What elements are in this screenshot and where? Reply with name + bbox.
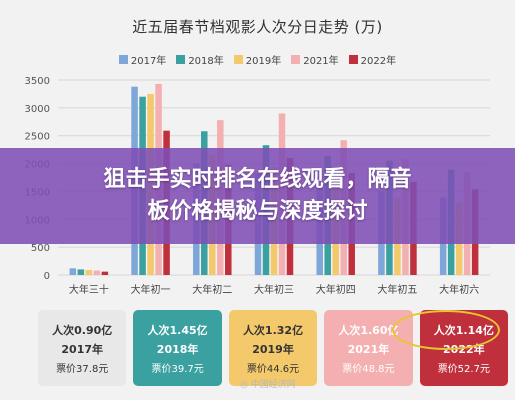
legend-item: 2021年 — [291, 52, 339, 67]
chart-title: 近五届春节档观影人次分日走势 (万) — [132, 18, 383, 36]
bar — [101, 271, 109, 275]
legend-item: 2019年 — [233, 52, 282, 67]
card-line3: 票价37.8元 — [56, 363, 109, 375]
legend-item: 2018年 — [176, 52, 224, 67]
banner-line-2: 板价格揭秘与深度探讨 — [147, 199, 368, 224]
legend-item: 2017年 — [118, 52, 167, 67]
watermark: ◎ 中国经济网 — [240, 380, 296, 390]
legend-swatch — [233, 55, 243, 64]
legend-item: 2022年 — [348, 52, 397, 67]
summary-card: 人次1.32亿 2019年票价44.6元 — [228, 310, 318, 386]
legend-swatch — [348, 55, 358, 64]
legend-swatch — [118, 55, 128, 64]
bar — [69, 268, 77, 275]
y-tick-label: 2500 — [25, 132, 50, 143]
legend-label: 2022年 — [360, 56, 397, 67]
bar — [77, 269, 85, 275]
card-year: 2017年 — [61, 342, 104, 356]
y-tick-label: 3500 — [25, 76, 50, 87]
x-tick-label: 大年初四 — [316, 283, 356, 296]
x-tick-label: 大年初一 — [131, 283, 171, 296]
x-tick-label: 大年三十 — [69, 283, 109, 296]
legend-swatch — [291, 55, 301, 64]
highlight-ring — [392, 310, 500, 350]
y-tick-label: 3000 — [25, 104, 50, 115]
y-tick-label: 0 — [44, 271, 50, 282]
legend-swatch — [176, 55, 186, 64]
bar — [93, 270, 101, 275]
card-line1: 人次1.60亿 — [338, 323, 399, 337]
legend-label: 2021年 — [303, 56, 339, 67]
overlay-banner: 狙击手实时排名在线观看，隔音 板价格揭秘与深度探讨 — [0, 148, 515, 244]
legend-label: 2018年 — [188, 56, 224, 67]
card-line3: 票价48.8元 — [342, 363, 395, 375]
card-year: 2018年 — [156, 342, 199, 356]
x-tick-label: 大年初六 — [439, 283, 479, 296]
card-year: 2021年 — [347, 342, 390, 356]
y-tick-label: 500 — [31, 243, 50, 254]
card-year: 2019年 — [252, 342, 294, 356]
legend-label: 2017年 — [130, 56, 167, 67]
legend-label: 2019年 — [245, 56, 282, 67]
card-line3: 票价52.7元 — [437, 363, 490, 375]
summary-card: 人次0.90亿 2017年票价37.8元 — [38, 310, 127, 386]
x-tick-label: 大年初二 — [192, 283, 232, 296]
x-tick-label: 大年初五 — [377, 283, 417, 296]
chart-legend: 2017年 2018年 2019年 2021年 2022年 — [0, 52, 515, 67]
x-tick-label: 大年初三 — [254, 283, 294, 296]
card-line3: 票价39.7元 — [151, 363, 204, 375]
card-line1: 人次1.45亿 — [147, 323, 208, 337]
card-line1: 人次1.32亿 — [242, 323, 304, 337]
card-line1: 人次0.90亿 — [52, 323, 113, 337]
bar — [85, 269, 93, 275]
summary-card: 人次1.45亿 2018年票价39.7元 — [133, 310, 222, 386]
card-line3: 票价44.6元 — [246, 363, 300, 375]
banner-line-1: 狙击手实时排名在线观看，隔音 — [103, 167, 412, 192]
